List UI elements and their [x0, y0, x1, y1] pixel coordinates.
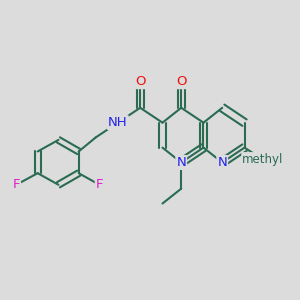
- Text: F: F: [13, 178, 20, 191]
- Text: O: O: [135, 75, 146, 88]
- Text: N: N: [176, 156, 186, 169]
- Text: O: O: [176, 75, 187, 88]
- Text: NH: NH: [108, 116, 128, 129]
- Text: N: N: [217, 156, 227, 169]
- Text: F: F: [96, 178, 103, 191]
- Text: methyl: methyl: [242, 153, 284, 166]
